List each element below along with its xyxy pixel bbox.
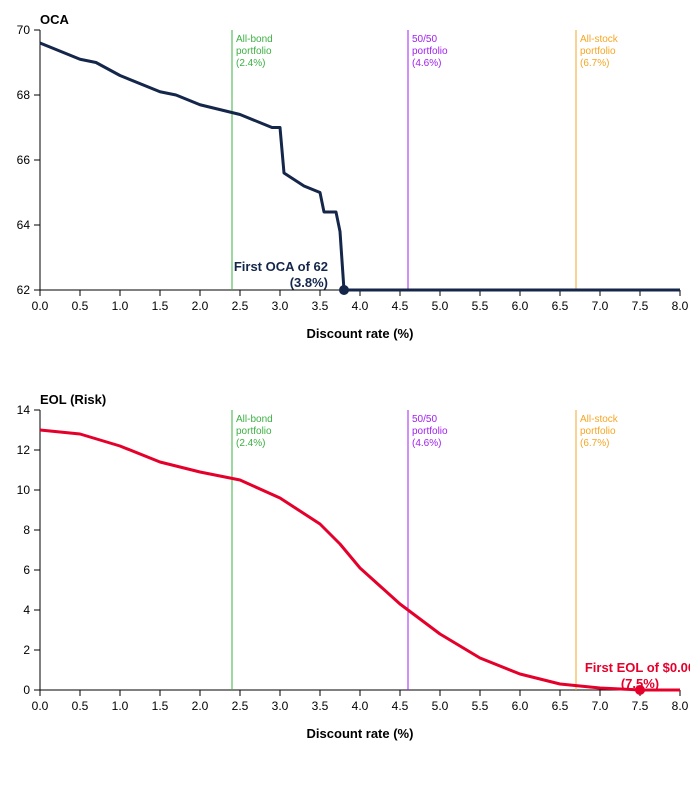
x-tick-label: 1.5 bbox=[152, 299, 169, 313]
reference-label: portfolio bbox=[236, 46, 272, 57]
x-tick-label: 5.0 bbox=[432, 699, 449, 713]
x-tick-label: 0.5 bbox=[72, 699, 89, 713]
y-tick-label: 62 bbox=[17, 283, 31, 297]
data-line bbox=[40, 43, 680, 290]
y-tick-label: 12 bbox=[17, 443, 31, 457]
x-tick-label: 8.0 bbox=[672, 699, 689, 713]
x-tick-label: 2.0 bbox=[192, 299, 209, 313]
annotation-text: First OCA of 62 bbox=[234, 259, 328, 274]
reference-label: portfolio bbox=[412, 426, 448, 437]
reference-label: portfolio bbox=[580, 46, 616, 57]
x-tick-label: 7.0 bbox=[592, 299, 609, 313]
x-tick-label: 7.5 bbox=[632, 699, 649, 713]
reference-label: 50/50 bbox=[412, 414, 437, 425]
x-tick-label: 6.0 bbox=[512, 299, 529, 313]
x-tick-label: 4.0 bbox=[352, 699, 369, 713]
reference-label: 50/50 bbox=[412, 34, 437, 45]
reference-label: All-bond bbox=[236, 34, 273, 45]
reference-label: portfolio bbox=[412, 46, 448, 57]
x-tick-label: 5.0 bbox=[432, 299, 449, 313]
x-tick-label: 1.5 bbox=[152, 699, 169, 713]
annotation-text: (7.5%) bbox=[621, 676, 659, 691]
x-tick-label: 8.0 bbox=[672, 299, 689, 313]
x-axis-title: Discount rate (%) bbox=[307, 726, 414, 741]
reference-label: (2.4%) bbox=[236, 438, 265, 449]
chart-title: OCA bbox=[40, 12, 70, 27]
reference-label: (2.4%) bbox=[236, 58, 265, 69]
x-tick-label: 2.5 bbox=[232, 299, 249, 313]
y-tick-label: 66 bbox=[17, 153, 31, 167]
x-tick-label: 5.5 bbox=[472, 699, 489, 713]
annotation-marker bbox=[339, 285, 349, 295]
x-axis-title: Discount rate (%) bbox=[307, 326, 414, 341]
x-tick-label: 1.0 bbox=[112, 299, 129, 313]
x-tick-label: 2.5 bbox=[232, 699, 249, 713]
eol-chart-svg: EOL (Risk) 0.0 0.5 1.0 1.5 2.0 2.5 3.0 3.5 4.0 4.5… bbox=[10, 390, 690, 750]
y-tick-label: 4 bbox=[23, 603, 30, 617]
y-tick-label: 70 bbox=[17, 23, 31, 37]
annotation-text: (3.8%) bbox=[290, 275, 328, 290]
x-tick-label: 7.5 bbox=[632, 299, 649, 313]
data-line bbox=[40, 430, 680, 690]
y-tick-label: 2 bbox=[23, 643, 30, 657]
x-tick-label: 4.0 bbox=[352, 299, 369, 313]
oca-chart-svg: OCA 0.0 0.5 1.0 1.5 2.0 2.5 3.0 3.5 4.0 4.5 5.0 5.5 6… bbox=[10, 10, 690, 350]
y-tick-label: 68 bbox=[17, 88, 31, 102]
y-tick-label: 8 bbox=[23, 523, 30, 537]
reference-label: portfolio bbox=[236, 426, 272, 437]
reference-label: portfolio bbox=[580, 426, 616, 437]
oca-chart: OCA 0.0 0.5 1.0 1.5 2.0 2.5 3.0 3.5 4.0 4.5 5.0 5.5 6… bbox=[10, 10, 690, 350]
x-tick-label: 4.5 bbox=[392, 299, 409, 313]
y-tick-label: 6 bbox=[23, 563, 30, 577]
x-tick-label: 7.0 bbox=[592, 699, 609, 713]
reference-label: (6.7%) bbox=[580, 58, 609, 69]
x-tick-label: 0.0 bbox=[32, 299, 49, 313]
x-tick-label: 5.5 bbox=[472, 299, 489, 313]
reference-label: All-stock bbox=[580, 34, 619, 45]
x-tick-label: 4.5 bbox=[392, 699, 409, 713]
reference-label: (6.7%) bbox=[580, 438, 609, 449]
y-tick-label: 64 bbox=[17, 218, 31, 232]
y-tick-label: 14 bbox=[17, 403, 31, 417]
x-tick-label: 6.5 bbox=[552, 699, 569, 713]
reference-label: (4.6%) bbox=[412, 438, 441, 449]
annotation-text: First EOL of $0.00 bbox=[585, 660, 690, 675]
x-tick-label: 6.5 bbox=[552, 299, 569, 313]
x-tick-label: 3.5 bbox=[312, 299, 329, 313]
reference-label: (4.6%) bbox=[412, 58, 441, 69]
x-tick-label: 0.5 bbox=[72, 299, 89, 313]
y-tick-label: 10 bbox=[17, 483, 31, 497]
x-tick-label: 1.0 bbox=[112, 699, 129, 713]
x-tick-label: 3.0 bbox=[272, 299, 289, 313]
chart-title: EOL (Risk) bbox=[40, 392, 106, 407]
reference-label: All-stock bbox=[580, 414, 619, 425]
y-tick-label: 0 bbox=[23, 683, 30, 697]
x-tick-label: 3.0 bbox=[272, 699, 289, 713]
x-tick-label: 2.0 bbox=[192, 699, 209, 713]
eol-chart: EOL (Risk) 0.0 0.5 1.0 1.5 2.0 2.5 3.0 3.5 4.0 4.5… bbox=[10, 390, 690, 750]
x-tick-label: 6.0 bbox=[512, 699, 529, 713]
x-tick-label: 0.0 bbox=[32, 699, 49, 713]
reference-label: All-bond bbox=[236, 414, 273, 425]
x-tick-label: 3.5 bbox=[312, 699, 329, 713]
